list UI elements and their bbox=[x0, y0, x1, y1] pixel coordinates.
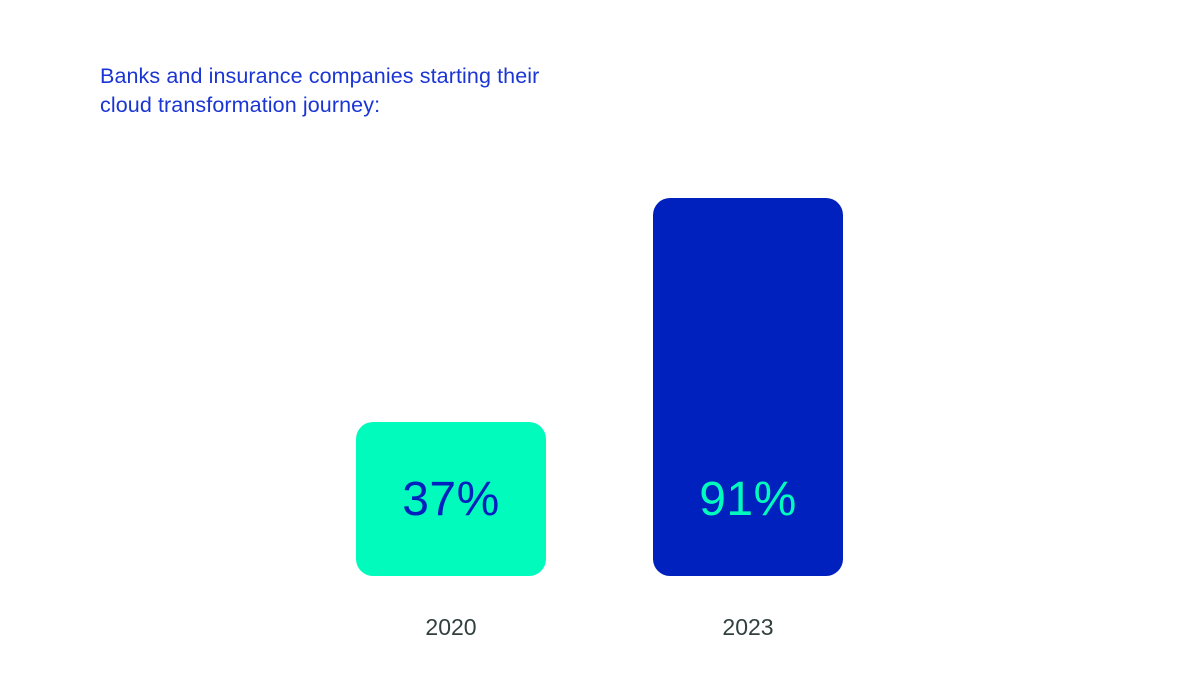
bar-value-label-2023: 91% bbox=[699, 473, 797, 526]
x-tick-2023: 2023 bbox=[722, 614, 774, 640]
x-tick-2020: 2020 bbox=[425, 614, 477, 640]
bar-value-label-2020: 37% bbox=[402, 473, 500, 526]
bar-2023: 91% bbox=[653, 198, 843, 576]
chart-title: Banks and insurance companies starting t… bbox=[100, 64, 540, 117]
bar-2020: 37% bbox=[356, 422, 546, 576]
